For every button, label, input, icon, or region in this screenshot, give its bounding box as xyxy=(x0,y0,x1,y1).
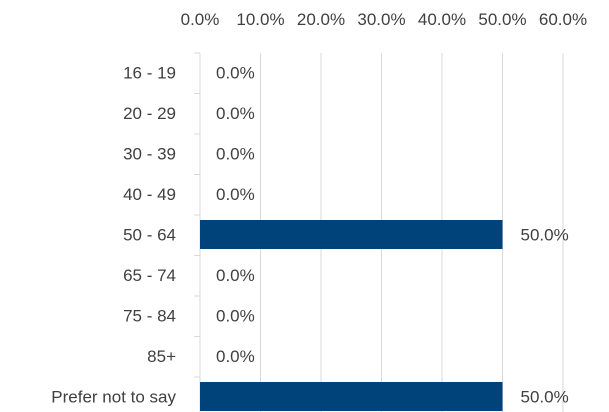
y-axis xyxy=(194,52,201,412)
category-label: 50 - 64 xyxy=(123,226,176,245)
x-tick-label: 10.0% xyxy=(236,10,284,29)
data-label: 0.0% xyxy=(216,185,255,204)
x-tick-label: 0.0% xyxy=(181,10,220,29)
category-label: 85+ xyxy=(147,347,176,366)
x-tick-label: 60.0% xyxy=(539,10,587,29)
data-label: 0.0% xyxy=(216,347,255,366)
x-axis-ticks: 0.0% 10.0% 20.0% 30.0% 40.0% 50.0% 60.0% xyxy=(181,10,587,29)
x-tick-label: 30.0% xyxy=(357,10,405,29)
data-label: 0.0% xyxy=(216,145,255,164)
bar xyxy=(200,220,503,249)
data-label: 0.0% xyxy=(216,104,255,123)
x-tick-label: 20.0% xyxy=(297,10,345,29)
data-labels: 0.0% 0.0% 0.0% 0.0% 50.0% 0.0% 0.0% 0.0% 50.0% xyxy=(216,64,569,407)
category-label: Prefer not to say xyxy=(51,388,176,407)
category-label: 20 - 29 xyxy=(123,104,176,123)
category-label: 75 - 84 xyxy=(123,307,176,326)
data-label: 50.0% xyxy=(521,226,569,245)
category-labels: 16 - 19 20 - 29 30 - 39 40 - 49 50 - 64 65 - … xyxy=(51,64,176,407)
category-label: 30 - 39 xyxy=(123,145,176,164)
data-label: 0.0% xyxy=(216,266,255,285)
data-label: 50.0% xyxy=(521,388,569,407)
category-label: 16 - 19 xyxy=(123,64,176,83)
x-tick-label: 50.0% xyxy=(478,10,526,29)
category-label: 65 - 74 xyxy=(123,266,176,285)
data-label: 0.0% xyxy=(216,307,255,326)
category-label: 40 - 49 xyxy=(123,185,176,204)
bar xyxy=(200,382,503,411)
x-tick-label: 40.0% xyxy=(418,10,466,29)
data-label: 0.0% xyxy=(216,64,255,83)
bars xyxy=(200,220,503,411)
